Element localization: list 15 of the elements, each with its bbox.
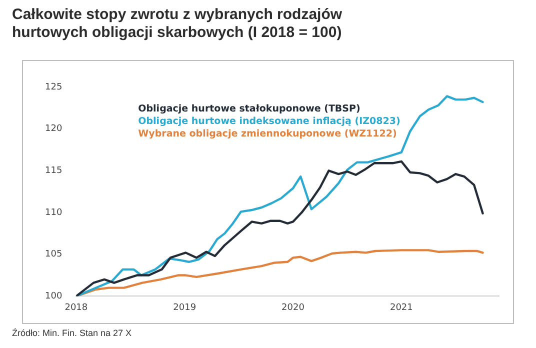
y-tick-label: 115 [44, 166, 62, 176]
y-tick-label: 110 [44, 208, 62, 218]
text: Źródło: Min. Fin. Stan na 27 X [12, 328, 132, 338]
x-tick-label: 2018 [64, 302, 88, 313]
chart-title: Całkowite stopy zwrotu z wybranych rodzajów hurtowych obligacji skarbowych (I 2018 = 100) [12, 6, 344, 42]
text: Wybrane obligacje zmiennokuponowe (WZ1122) [138, 128, 397, 140]
x-tick-label: 2019 [173, 302, 196, 313]
y-tick-label: 125 [44, 82, 62, 92]
series-label: Obligacje hurtowe indeksowane inflacją (IZ0823) [138, 116, 400, 127]
x-tick-label: 2020 [282, 302, 305, 313]
y-tick-label: 100 [44, 292, 62, 302]
text: Obligacje hurtowe stałokuponowe (TBSP) [138, 103, 360, 114]
y-tick-label: 120 [44, 124, 62, 134]
x-tick-label: 2021 [390, 302, 413, 313]
y-tick-label: 105 [44, 250, 62, 260]
